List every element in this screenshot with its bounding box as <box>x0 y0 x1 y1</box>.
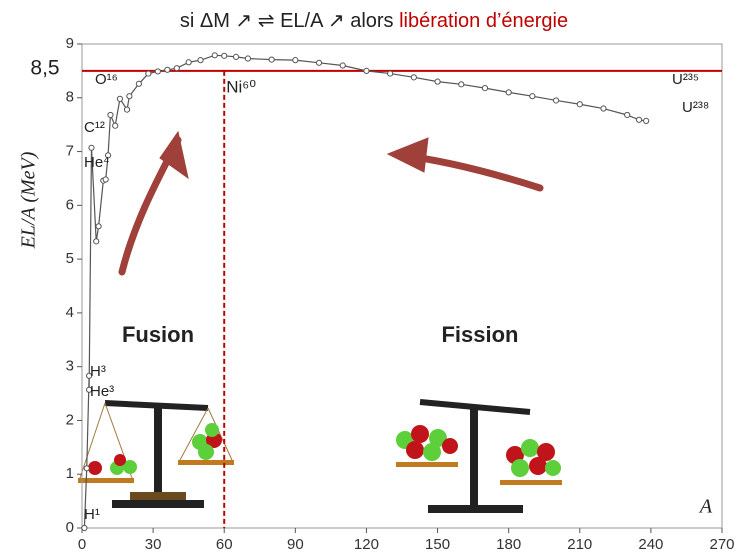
data-point <box>104 152 112 159</box>
region-label: Fusion <box>122 322 194 347</box>
vertical-label: Ni⁶⁰ <box>226 77 256 96</box>
data-point <box>643 117 650 125</box>
data-point <box>552 97 560 104</box>
isotope-label: H¹ <box>84 506 100 523</box>
data-point <box>244 55 252 62</box>
scale-fission <box>396 399 562 513</box>
data-line <box>83 54 647 529</box>
isotope-label: H³ <box>90 363 106 380</box>
data-point <box>529 93 536 100</box>
data-point <box>600 105 607 112</box>
reference-label: 8,5 <box>30 56 59 79</box>
x-tick-label: 120 <box>354 536 379 552</box>
x-tick-label: 60 <box>216 536 233 552</box>
data-point <box>434 78 441 85</box>
y-tick-label: 3 <box>66 358 74 375</box>
chart-title: si ΔM ↗ ⇌ EL/A ↗ alors libération d’éner… <box>180 10 568 32</box>
y-tick-label: 4 <box>66 304 74 321</box>
data-point <box>268 56 275 63</box>
isotope-label: C¹² <box>84 119 105 136</box>
data-point <box>126 93 133 100</box>
isotope-label: He⁴ <box>84 154 110 171</box>
data-point <box>458 81 465 88</box>
data-point <box>315 59 323 66</box>
x-tick-label: 0 <box>78 536 86 552</box>
data-point <box>93 238 100 245</box>
isotope-label: O¹⁶ <box>95 71 118 88</box>
x-tick-label: 180 <box>496 536 521 552</box>
data-point <box>88 144 95 151</box>
y-tick-label: 7 <box>66 143 74 160</box>
data-point <box>339 62 346 69</box>
x-tick-label: 240 <box>638 536 663 552</box>
data-point <box>173 65 180 72</box>
x-tick-label: 150 <box>425 536 450 552</box>
y-tick-label: 5 <box>66 250 74 267</box>
data-point <box>221 52 228 59</box>
y-tick-label: 8 <box>66 89 74 106</box>
data-point <box>145 70 152 77</box>
x-tick-label: 210 <box>567 536 592 552</box>
isotope-label: U²³⁵ <box>672 71 699 88</box>
scale-fusion <box>78 400 234 508</box>
x-tick-label: 90 <box>287 536 304 552</box>
data-point <box>481 84 489 92</box>
y-tick-label: 0 <box>66 519 74 536</box>
data-point <box>624 111 631 119</box>
y-axis-label: EL/A (MeV) <box>18 151 40 249</box>
isotope-label: U²³⁸ <box>682 99 709 116</box>
data-point <box>576 101 583 108</box>
data-point <box>83 465 90 472</box>
data-point <box>154 68 161 75</box>
data-point <box>123 106 131 113</box>
y-tick-label: 9 <box>66 35 74 52</box>
decoration <box>118 130 544 276</box>
data-point <box>635 116 643 123</box>
title-text: si ΔM ↗ ⇌ EL/A ↗ alors <box>180 10 394 32</box>
data-point <box>107 111 114 119</box>
data-point <box>164 66 171 73</box>
data-point <box>185 59 192 66</box>
y-tick-label: 2 <box>66 411 74 428</box>
data-point <box>86 386 93 393</box>
isotope-label: He³ <box>90 383 114 400</box>
region-label: Fission <box>441 322 518 347</box>
x-tick-label: 30 <box>145 536 162 552</box>
data-point <box>292 57 299 64</box>
data-point <box>197 57 204 64</box>
y-tick-label: 1 <box>66 465 74 482</box>
y-tick-label: 6 <box>66 196 74 213</box>
data-point <box>410 74 417 81</box>
data-point <box>387 70 394 77</box>
data-point <box>95 223 102 230</box>
x-tick-label: 270 <box>709 536 734 552</box>
data-point <box>116 95 124 102</box>
title-highlight: libération d’énergie <box>399 10 568 32</box>
data-point <box>135 80 142 87</box>
data-point <box>211 52 218 59</box>
data-point <box>112 122 119 129</box>
data-point <box>363 67 370 74</box>
plot-frame <box>81 43 723 529</box>
x-axis-label: A <box>698 496 713 518</box>
data-point <box>505 89 512 96</box>
data-point <box>232 53 240 61</box>
data-point <box>102 176 109 183</box>
data-point <box>86 372 93 379</box>
data-point <box>81 524 88 532</box>
